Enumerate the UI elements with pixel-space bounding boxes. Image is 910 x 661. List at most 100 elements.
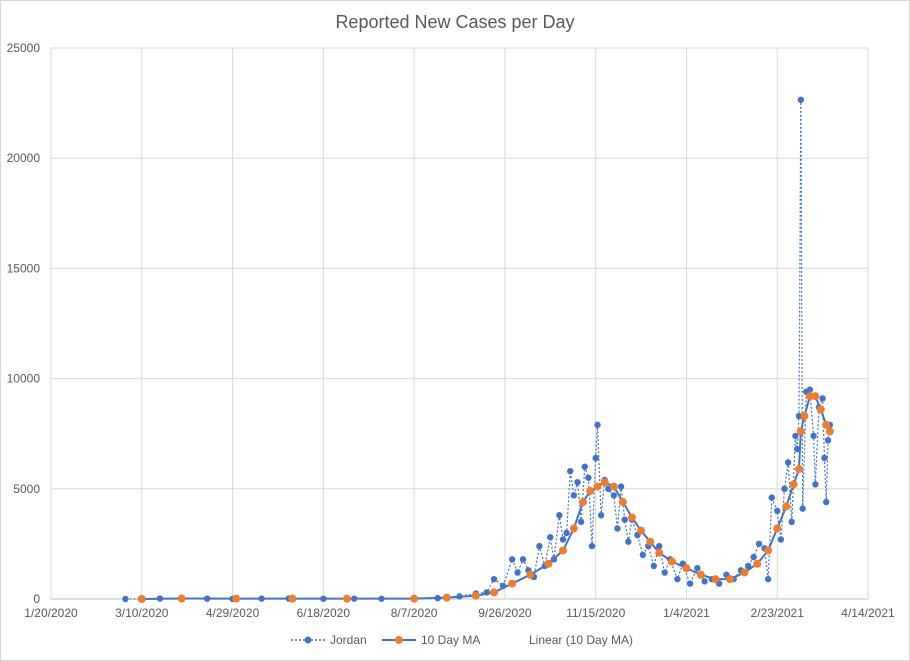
data-point	[563, 529, 570, 537]
data-point	[797, 96, 805, 103]
data-point	[740, 568, 749, 577]
series-jordan	[122, 96, 834, 603]
legend-label-jordan: Jordan	[330, 633, 367, 647]
data-point	[627, 513, 636, 522]
data-point	[782, 502, 791, 511]
data-point	[810, 432, 817, 440]
data-point	[508, 556, 516, 563]
data-point	[800, 412, 809, 421]
data-point	[592, 454, 599, 462]
data-point	[667, 557, 676, 566]
legend: Jordan 10 Day MA Linear (10 Day MA)	[291, 633, 633, 647]
data-point	[637, 526, 646, 535]
data-point	[556, 512, 563, 519]
data-point	[701, 578, 708, 585]
data-point	[574, 478, 581, 486]
data-point	[792, 432, 799, 440]
y-tick-label: 10000	[7, 372, 41, 386]
data-point	[781, 485, 788, 492]
data-point	[795, 412, 803, 420]
data-point	[711, 575, 720, 584]
data-point	[764, 575, 772, 583]
data-point	[639, 551, 647, 559]
data-point	[610, 492, 618, 499]
data-point	[177, 594, 186, 603]
y-tick-label: 0	[33, 592, 40, 606]
data-point	[410, 594, 419, 603]
data-point	[578, 498, 587, 507]
data-point	[536, 542, 543, 550]
data-point	[471, 591, 480, 600]
data-point	[773, 524, 782, 533]
data-point	[558, 546, 567, 555]
data-point	[646, 537, 655, 546]
x-tick-label: 1/4/2021	[663, 606, 710, 620]
data-point	[825, 427, 834, 436]
data-point	[811, 392, 820, 401]
data-point	[655, 548, 664, 557]
y-tick-label: 20000	[7, 151, 41, 165]
data-point	[625, 538, 632, 545]
x-tick-label: 2/23/2021	[751, 606, 805, 620]
data-point	[755, 540, 763, 548]
data-point	[796, 427, 805, 436]
data-point	[569, 524, 578, 533]
series-10-day-ma	[137, 392, 834, 603]
data-point	[661, 569, 668, 576]
x-tick-label: 3/10/2020	[115, 606, 169, 620]
data-point	[823, 498, 830, 506]
data-point	[342, 594, 351, 603]
data-point	[744, 562, 752, 570]
data-point	[600, 478, 609, 487]
y-tick-label: 25000	[7, 41, 41, 55]
data-point	[650, 562, 657, 570]
data-point	[789, 480, 798, 489]
data-point	[288, 594, 297, 603]
data-point	[696, 570, 705, 579]
data-point	[750, 553, 757, 561]
data-point	[822, 420, 831, 429]
data-point	[122, 595, 129, 603]
data-point	[519, 556, 527, 563]
x-tick-label: 8/7/2020	[391, 606, 438, 620]
chart-title: Reported New Cases per Day	[335, 12, 574, 32]
data-point	[490, 575, 498, 583]
data-point	[694, 564, 701, 572]
data-point	[768, 494, 775, 501]
data-point	[137, 595, 146, 603]
x-tick-label: 4/29/2020	[206, 606, 260, 620]
data-point	[593, 482, 602, 491]
x-tick-label: 9/26/2020	[478, 606, 532, 620]
data-point	[788, 518, 795, 526]
data-point	[617, 483, 625, 490]
data-point	[682, 564, 691, 573]
x-tick-label: 11/15/2020	[566, 606, 625, 620]
data-point	[793, 445, 801, 453]
data-point	[816, 405, 825, 414]
data-point	[559, 536, 567, 543]
data-point	[686, 580, 694, 587]
data-point	[777, 536, 785, 543]
legend-item-10-day-ma: 10 Day MA	[382, 633, 480, 647]
data-point	[726, 575, 735, 584]
data-point	[547, 534, 554, 541]
data-point	[618, 498, 627, 507]
data-point	[764, 546, 773, 555]
data-point	[489, 588, 498, 597]
data-point	[812, 481, 819, 488]
data-point	[795, 464, 804, 473]
data-point	[585, 474, 592, 481]
data-point	[567, 467, 574, 475]
data-point	[656, 542, 663, 550]
data-point	[594, 421, 601, 429]
data-point	[609, 482, 618, 491]
legend-item-jordan: Jordan	[291, 633, 367, 647]
data-point	[588, 542, 596, 550]
data-point	[577, 518, 585, 526]
data-point	[821, 454, 828, 462]
data-point	[621, 516, 628, 523]
data-point	[526, 570, 535, 579]
gridlines	[50, 47, 869, 599]
data-point	[753, 559, 762, 568]
